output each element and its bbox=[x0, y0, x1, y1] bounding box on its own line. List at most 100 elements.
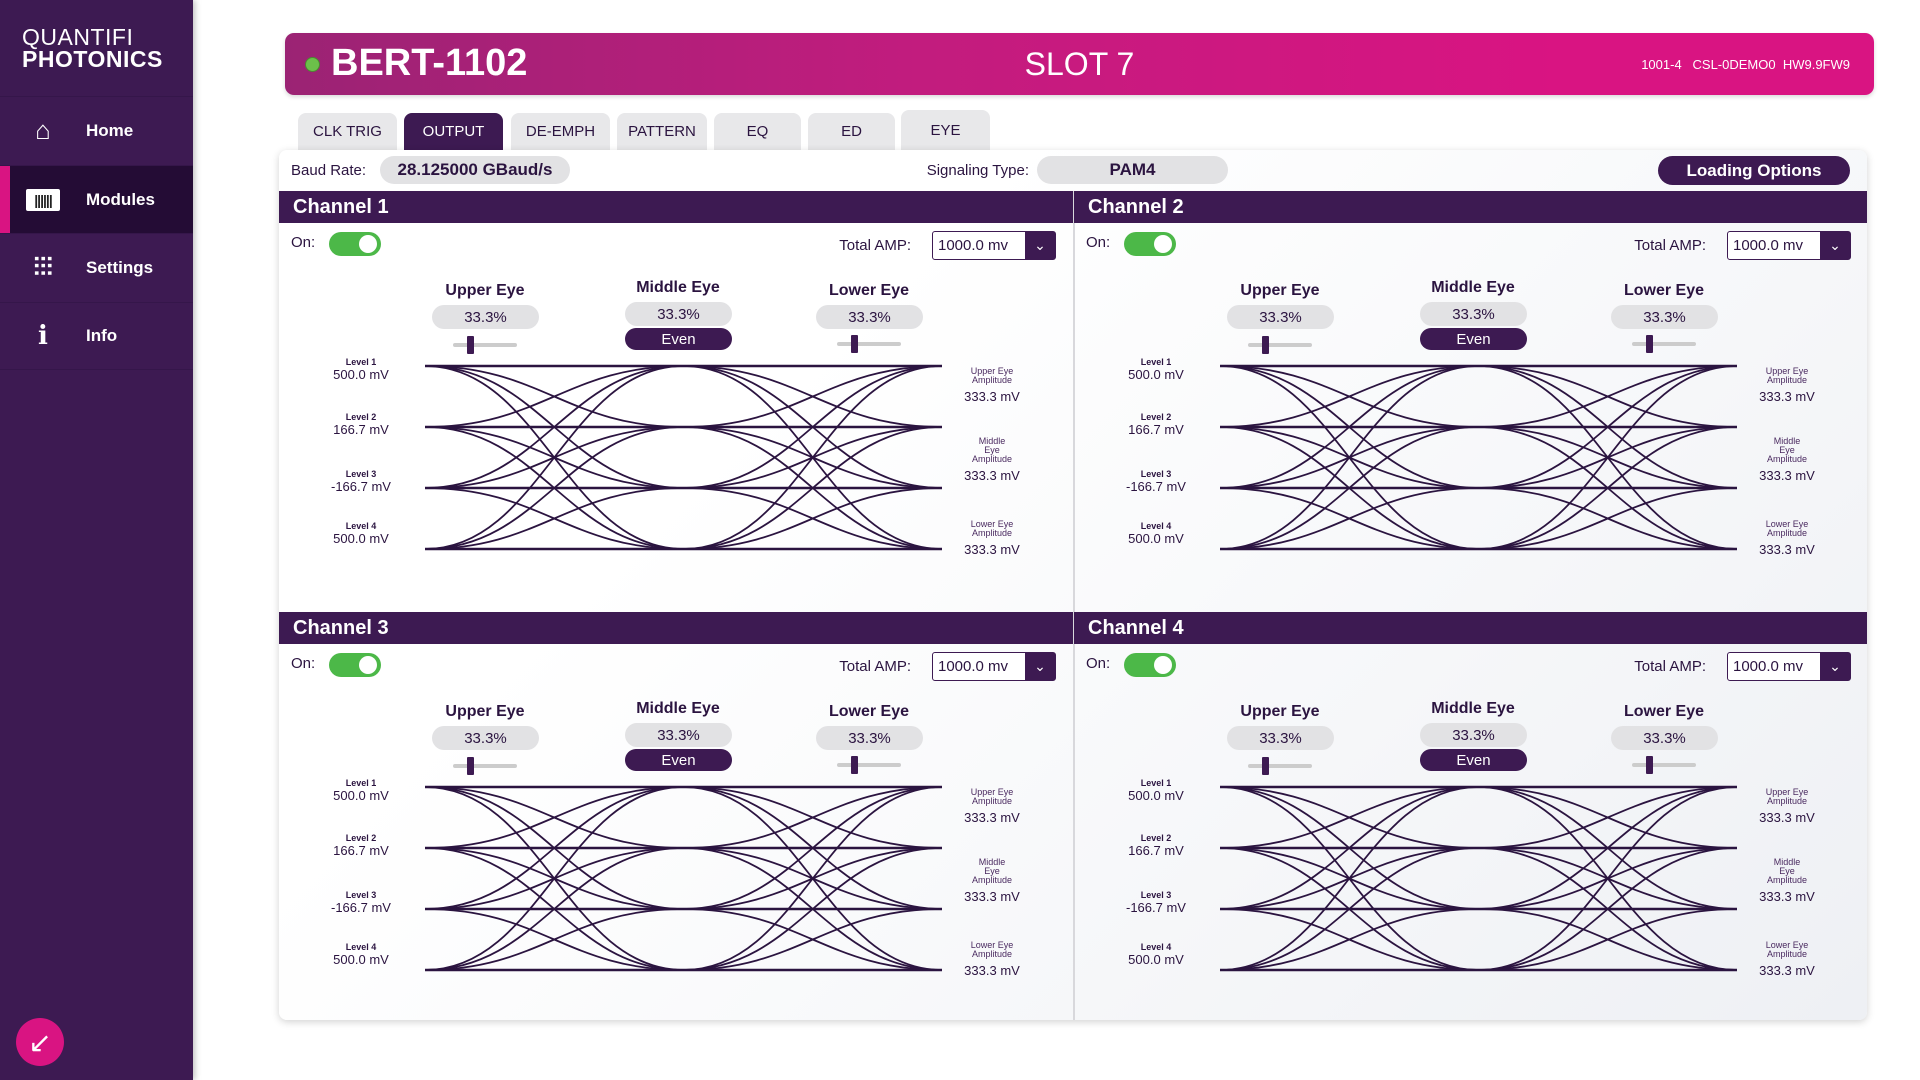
tab-eye[interactable]: EYE bbox=[901, 110, 990, 150]
eye-transition-trace bbox=[683, 786, 943, 910]
level-4-label: Level 4 500.0 mV bbox=[1128, 521, 1184, 546]
upper-eye-percent[interactable]: 33.3% bbox=[1227, 305, 1334, 329]
upper-eye-percent[interactable]: 33.3% bbox=[432, 305, 539, 329]
eye-transition-trace bbox=[1478, 365, 1738, 550]
level-3-label: Level 3 -166.7 mV bbox=[1126, 890, 1186, 915]
lower-eye-title: Lower Eye bbox=[828, 282, 910, 299]
slider-thumb[interactable] bbox=[1262, 757, 1269, 775]
upper-eye-slider[interactable] bbox=[1248, 757, 1312, 775]
slider-thumb[interactable] bbox=[1646, 756, 1653, 774]
loading-options-button[interactable]: Loading Options bbox=[1658, 156, 1850, 185]
level-4-label: Level 4 500.0 mV bbox=[1128, 942, 1184, 967]
eye-transition-trace bbox=[424, 908, 684, 971]
lower-eye-slider[interactable] bbox=[837, 335, 901, 353]
middle-eye-amplitude: Middle Eye Amplitude 333.3 mV bbox=[964, 436, 1020, 484]
channel-1-panel: Channel 1 On: Total AMP: 1000.0 mv ⌄ Upper… bbox=[279, 191, 1073, 611]
lower-eye-slider[interactable] bbox=[837, 756, 901, 774]
eye-transition-trace bbox=[1478, 786, 1738, 910]
channel-on-toggle[interactable] bbox=[1124, 232, 1176, 256]
channel-body: On: Total AMP: 1000.0 mv ⌄ Upper Eye 33.3%… bbox=[279, 223, 1073, 613]
lower-eye-amplitude: Lower Eye Amplitude 333.3 mV bbox=[964, 519, 1020, 558]
middle-eye-percent[interactable]: 33.3% bbox=[1420, 723, 1527, 747]
eye-transition-trace bbox=[424, 786, 684, 849]
eye-transition-trace bbox=[424, 487, 684, 550]
slider-thumb[interactable] bbox=[851, 756, 858, 774]
tab-eq[interactable]: EQ bbox=[714, 113, 801, 150]
eye-transition-trace bbox=[1219, 786, 1479, 971]
eye-transition-trace bbox=[683, 365, 943, 550]
upper-eye-slider[interactable] bbox=[453, 336, 517, 354]
eye-transition-trace bbox=[1478, 786, 1738, 971]
tab-clk-trig[interactable]: CLK TRIG bbox=[298, 113, 397, 150]
collapse-button[interactable]: ↙ bbox=[16, 1018, 64, 1066]
tab-de-emph[interactable]: DE-EMPH bbox=[511, 113, 610, 150]
sidebar-item-settings[interactable]: ⫶⫶⫶ Settings bbox=[0, 233, 193, 301]
upper-eye-title: Upper Eye bbox=[445, 282, 525, 299]
eye-transition-trace bbox=[1478, 487, 1738, 550]
total-amp-select[interactable]: 1000.0 mv ⌄ bbox=[1727, 652, 1851, 681]
lower-eye-percent[interactable]: 33.3% bbox=[1611, 726, 1718, 750]
slider-thumb[interactable] bbox=[1646, 335, 1653, 353]
eye-transition-trace bbox=[1478, 426, 1738, 550]
sidebar-item-info[interactable]: i Info bbox=[0, 302, 193, 370]
chevron-down-icon[interactable]: ⌄ bbox=[1025, 232, 1055, 259]
even-button[interactable]: Even bbox=[1420, 328, 1527, 350]
channel-on-toggle[interactable] bbox=[1124, 653, 1176, 677]
even-button[interactable]: Even bbox=[625, 749, 732, 771]
channel-title: Channel 4 bbox=[1074, 612, 1867, 644]
baud-rate-field[interactable]: 28.125000 GBaud/s bbox=[380, 156, 570, 184]
eye-transition-trace bbox=[683, 426, 943, 550]
eye-transition-trace bbox=[1219, 487, 1479, 550]
lower-eye-title: Lower Eye bbox=[1623, 703, 1705, 720]
total-amp-select[interactable]: 1000.0 mv ⌄ bbox=[932, 231, 1056, 260]
tab-output[interactable]: OUTPUT bbox=[404, 113, 503, 150]
level-3-label: Level 3 -166.7 mV bbox=[331, 469, 391, 494]
eye-transition-trace bbox=[683, 786, 943, 971]
sidebar-item-modules[interactable]: |||||| Modules bbox=[0, 165, 193, 233]
slider-thumb[interactable] bbox=[851, 335, 858, 353]
level-2-label: Level 2 166.7 mV bbox=[1128, 833, 1184, 858]
signaling-type-field[interactable]: PAM4 bbox=[1037, 156, 1228, 184]
channel-title: Channel 1 bbox=[279, 191, 1073, 223]
lower-eye-percent[interactable]: 33.3% bbox=[816, 726, 923, 750]
middle-eye-percent[interactable]: 33.3% bbox=[1420, 302, 1527, 326]
sidebar: QUANTIFI PHOTONICS ⌂ Home |||||| Modules ⫶⫶… bbox=[0, 0, 193, 1080]
total-amp-select[interactable]: 1000.0 mv ⌄ bbox=[1727, 231, 1851, 260]
middle-eye-percent[interactable]: 33.3% bbox=[625, 723, 732, 747]
baud-rate-label: Baud Rate: bbox=[291, 162, 367, 179]
lower-eye-percent[interactable]: 33.3% bbox=[1611, 305, 1718, 329]
chevron-down-icon[interactable]: ⌄ bbox=[1820, 232, 1850, 259]
total-amp-select[interactable]: 1000.0 mv ⌄ bbox=[932, 652, 1056, 681]
slider-thumb[interactable] bbox=[467, 336, 474, 354]
channel-on-toggle[interactable] bbox=[329, 232, 381, 256]
on-label: On: bbox=[1086, 234, 1111, 251]
upper-eye-slider[interactable] bbox=[453, 757, 517, 775]
channel-on-toggle[interactable] bbox=[329, 653, 381, 677]
chevron-down-icon[interactable]: ⌄ bbox=[1820, 653, 1850, 680]
upper-eye-percent[interactable]: 33.3% bbox=[432, 726, 539, 750]
channel-4-panel: Channel 4 On: Total AMP: 1000.0 mv ⌄ Upper… bbox=[1074, 612, 1867, 1020]
middle-eye-percent[interactable]: 33.3% bbox=[625, 302, 732, 326]
version-info: 1001-4 CSL-0DEMO0 HW9.9FW9 bbox=[1641, 57, 1850, 72]
home-icon: ⌂ bbox=[35, 115, 51, 145]
chevron-down-icon[interactable]: ⌄ bbox=[1025, 653, 1055, 680]
signaling-type-label: Signaling Type: bbox=[926, 162, 1029, 179]
total-amp-label: Total AMP: bbox=[1634, 237, 1706, 254]
sidebar-item-home[interactable]: ⌂ Home bbox=[0, 96, 193, 164]
middle-eye-title: Middle Eye bbox=[1431, 700, 1515, 717]
upper-eye-slider[interactable] bbox=[1248, 336, 1312, 354]
lower-eye-slider[interactable] bbox=[1632, 756, 1696, 774]
upper-eye-title: Upper Eye bbox=[1240, 282, 1320, 299]
module-header: BERT-1102 SLOT 7 1001-4 CSL-0DEMO0 HW9.9… bbox=[285, 33, 1874, 95]
tab-pattern[interactable]: PATTERN bbox=[617, 113, 707, 150]
upper-eye-percent[interactable]: 33.3% bbox=[1227, 726, 1334, 750]
even-button[interactable]: Even bbox=[1420, 749, 1527, 771]
even-button[interactable]: Even bbox=[625, 328, 732, 350]
lower-eye-percent[interactable]: 33.3% bbox=[816, 305, 923, 329]
eye-transition-trace bbox=[424, 786, 684, 971]
lower-eye-slider[interactable] bbox=[1632, 335, 1696, 353]
tab-ed[interactable]: ED bbox=[808, 113, 895, 150]
eye-transition-trace bbox=[683, 365, 943, 489]
slider-thumb[interactable] bbox=[467, 757, 474, 775]
slider-thumb[interactable] bbox=[1262, 336, 1269, 354]
